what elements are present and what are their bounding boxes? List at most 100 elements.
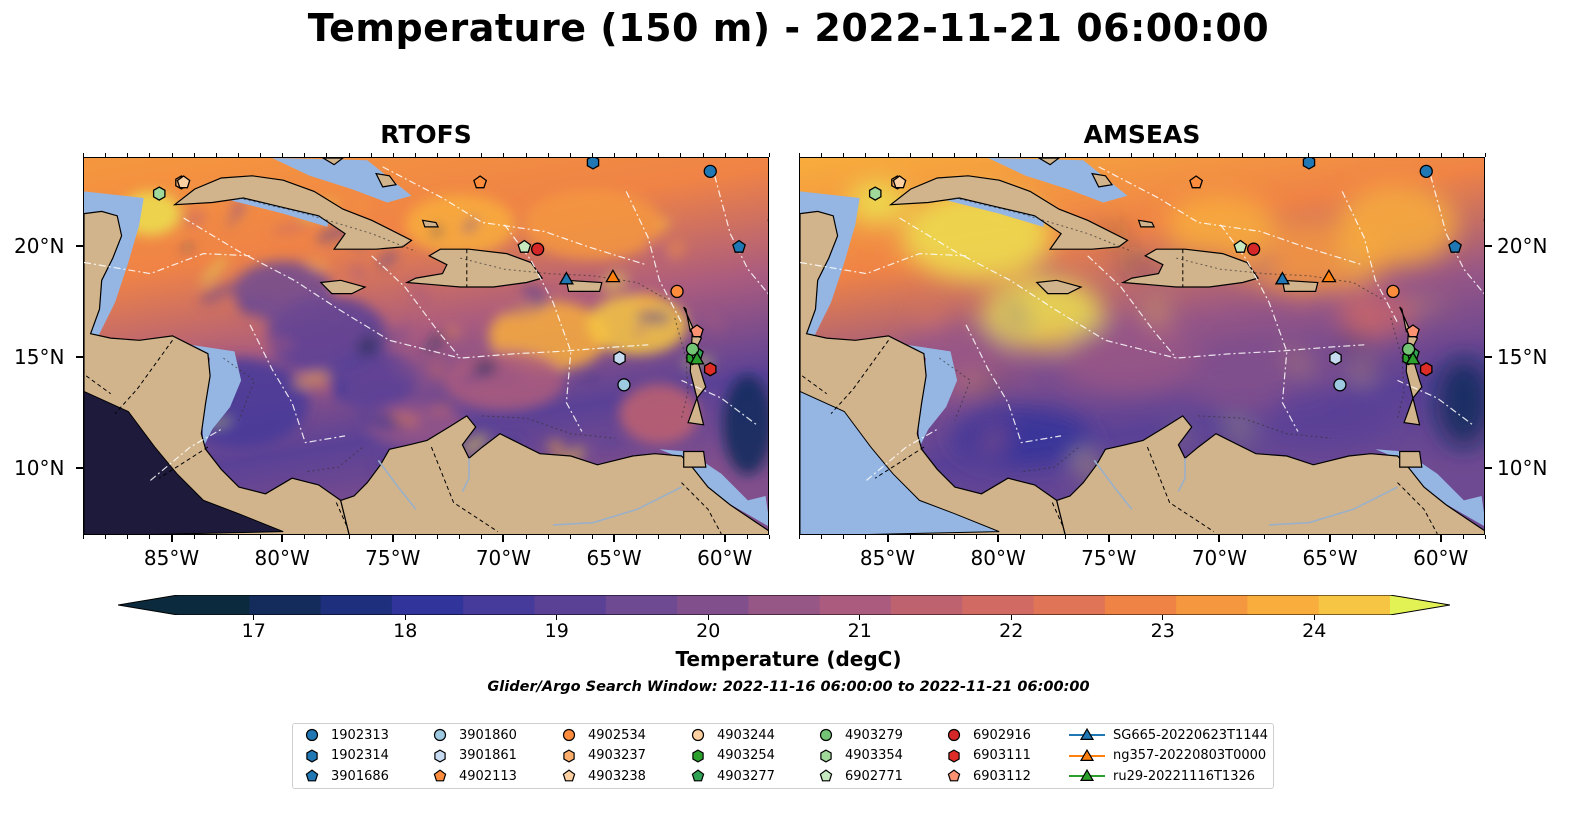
colorbar-segment bbox=[1176, 595, 1249, 615]
minor-tick-mark bbox=[799, 153, 800, 157]
minor-tick-mark bbox=[1374, 153, 1376, 157]
minor-tick-mark bbox=[1418, 153, 1420, 157]
minor-tick-mark bbox=[481, 535, 483, 539]
minor-tick-mark bbox=[746, 535, 748, 539]
argo-float-6902916-rtofs[interactable] bbox=[530, 242, 545, 256]
minor-tick-mark bbox=[931, 153, 933, 157]
minor-tick-mark bbox=[1307, 535, 1309, 539]
legend-label: 4903238 bbox=[588, 768, 646, 784]
argo-float-4903244-amseas[interactable] bbox=[1483, 214, 1485, 226]
minor-tick-mark bbox=[503, 535, 505, 539]
pentagon-marker-icon bbox=[819, 769, 833, 782]
minor-tick-mark bbox=[1330, 535, 1332, 539]
minor-tick-mark bbox=[1440, 535, 1442, 539]
argo-float-3901686-rtofs[interactable] bbox=[732, 239, 746, 253]
argo-float-3901860-rtofs[interactable] bbox=[617, 378, 631, 392]
minor-tick-mark bbox=[459, 535, 461, 539]
glider-SG665-20220623T1144-rtofs[interactable] bbox=[558, 271, 575, 285]
minor-tick-mark bbox=[887, 153, 889, 157]
argo-float-3901686-amseas[interactable] bbox=[1448, 239, 1462, 253]
glider-ng357-20220803T0000-amseas[interactable] bbox=[1321, 268, 1337, 283]
argo-float-1902313-amseas[interactable] bbox=[1419, 164, 1433, 178]
argo-float-3901861-rtofs[interactable] bbox=[613, 350, 626, 366]
glider-SG665-20220623T1144-amseas[interactable] bbox=[1274, 271, 1291, 285]
minor-tick-mark bbox=[1197, 153, 1199, 157]
legend-item: 6903112 bbox=[943, 766, 1031, 786]
minor-tick-mark bbox=[1241, 535, 1243, 539]
minor-tick-mark bbox=[865, 535, 867, 539]
argo-float-6903111-rtofs[interactable] bbox=[703, 362, 717, 377]
minor-tick-mark bbox=[680, 153, 682, 157]
glider-line-marker-icon bbox=[1069, 727, 1105, 740]
minor-tick-mark bbox=[1064, 153, 1066, 157]
minor-tick-mark bbox=[127, 535, 129, 539]
lon-tick-label: 70°W bbox=[475, 546, 532, 570]
minor-tick-mark bbox=[1108, 153, 1110, 157]
lat-tick-label-right: 10°N bbox=[1497, 456, 1548, 481]
argo-float-3901860-amseas[interactable] bbox=[1333, 378, 1347, 392]
minor-tick-mark bbox=[746, 153, 748, 157]
argo-float-4903279-amseas[interactable] bbox=[1401, 342, 1416, 356]
lat-tick-label-right: 15°N bbox=[1497, 345, 1548, 370]
argo-float-6902771-amseas[interactable] bbox=[1233, 239, 1248, 253]
colorbar-tick-label: 20 bbox=[696, 620, 721, 642]
argo-float-4902534-rtofs[interactable] bbox=[670, 284, 684, 299]
argo-float-4902534-amseas[interactable] bbox=[1386, 284, 1400, 299]
glider-ng357-20220803T0000-rtofs[interactable] bbox=[605, 268, 621, 283]
argo-float-6903111-amseas[interactable] bbox=[1419, 362, 1433, 377]
argo-float-6903112-rtofs[interactable] bbox=[690, 324, 704, 338]
minor-tick-mark bbox=[370, 535, 372, 539]
minor-tick-mark bbox=[1153, 153, 1155, 157]
colorbar-tick-mark bbox=[1010, 615, 1012, 620]
minor-tick-mark bbox=[215, 535, 217, 539]
glider-ru29-20221116T1326-rtofs[interactable] bbox=[689, 351, 705, 365]
colorbar-segment bbox=[962, 595, 1035, 615]
lon-tick-label: 85°W bbox=[143, 546, 200, 570]
argo-float-4903354-amseas[interactable] bbox=[868, 186, 882, 201]
minor-tick-mark bbox=[437, 535, 439, 539]
hexagon-marker-icon bbox=[820, 748, 832, 763]
lon-tick-label: 70°W bbox=[1191, 546, 1248, 570]
minor-tick-mark bbox=[724, 535, 726, 539]
argo-float-4903354-rtofs[interactable] bbox=[152, 186, 166, 201]
colorbar-segment bbox=[178, 595, 250, 615]
map-panel-amseas[interactable] bbox=[799, 157, 1485, 535]
argo-float-4903238-rtofs[interactable] bbox=[176, 175, 191, 189]
circle-marker-icon bbox=[691, 728, 705, 742]
argo-float-6903112-amseas[interactable] bbox=[1406, 324, 1420, 338]
minor-tick-mark bbox=[348, 535, 350, 539]
argo-float-1902314-rtofs[interactable] bbox=[586, 158, 600, 170]
argo-float-1902313-rtofs[interactable] bbox=[703, 164, 717, 178]
colorbar-segment bbox=[391, 595, 464, 615]
temperature-map-amseas[interactable] bbox=[800, 158, 1485, 535]
argo-float-4902113-rtofs[interactable] bbox=[473, 175, 488, 189]
argo-float-4903238-amseas[interactable] bbox=[892, 175, 907, 189]
argo-float-4903244-rtofs[interactable] bbox=[767, 214, 769, 226]
pentagon-marker-icon bbox=[562, 769, 576, 782]
argo-float-4902113-amseas[interactable] bbox=[1189, 175, 1204, 189]
lon-tick-label: 65°W bbox=[586, 546, 642, 570]
map-panel-rtofs[interactable] bbox=[83, 157, 769, 535]
minor-tick-mark bbox=[1130, 153, 1132, 157]
minor-tick-mark bbox=[1352, 535, 1354, 539]
minor-tick-mark bbox=[547, 535, 549, 539]
argo-float-6902916-amseas[interactable] bbox=[1246, 242, 1261, 256]
colorbar-segment bbox=[249, 595, 322, 615]
minor-tick-mark bbox=[304, 153, 306, 157]
circle-marker-icon bbox=[305, 728, 319, 742]
argo-float-6902771-rtofs[interactable] bbox=[517, 239, 532, 253]
colorbar-segment bbox=[890, 595, 963, 615]
minor-tick-mark bbox=[799, 535, 800, 539]
minor-tick-mark bbox=[193, 535, 195, 539]
temperature-map-rtofs[interactable] bbox=[84, 158, 769, 535]
pentagon-marker-icon bbox=[947, 769, 961, 782]
minor-tick-mark bbox=[1175, 535, 1177, 539]
circle-marker-icon bbox=[947, 728, 961, 742]
legend-label: 1902314 bbox=[331, 748, 389, 763]
argo-float-4903279-rtofs[interactable] bbox=[685, 342, 700, 356]
colorbar-tick-mark bbox=[404, 615, 406, 620]
hexagon-marker-icon bbox=[692, 748, 704, 763]
glider-ru29-20221116T1326-amseas[interactable] bbox=[1405, 351, 1421, 365]
argo-float-3901861-amseas[interactable] bbox=[1329, 350, 1342, 366]
argo-float-1902314-amseas[interactable] bbox=[1302, 158, 1316, 170]
